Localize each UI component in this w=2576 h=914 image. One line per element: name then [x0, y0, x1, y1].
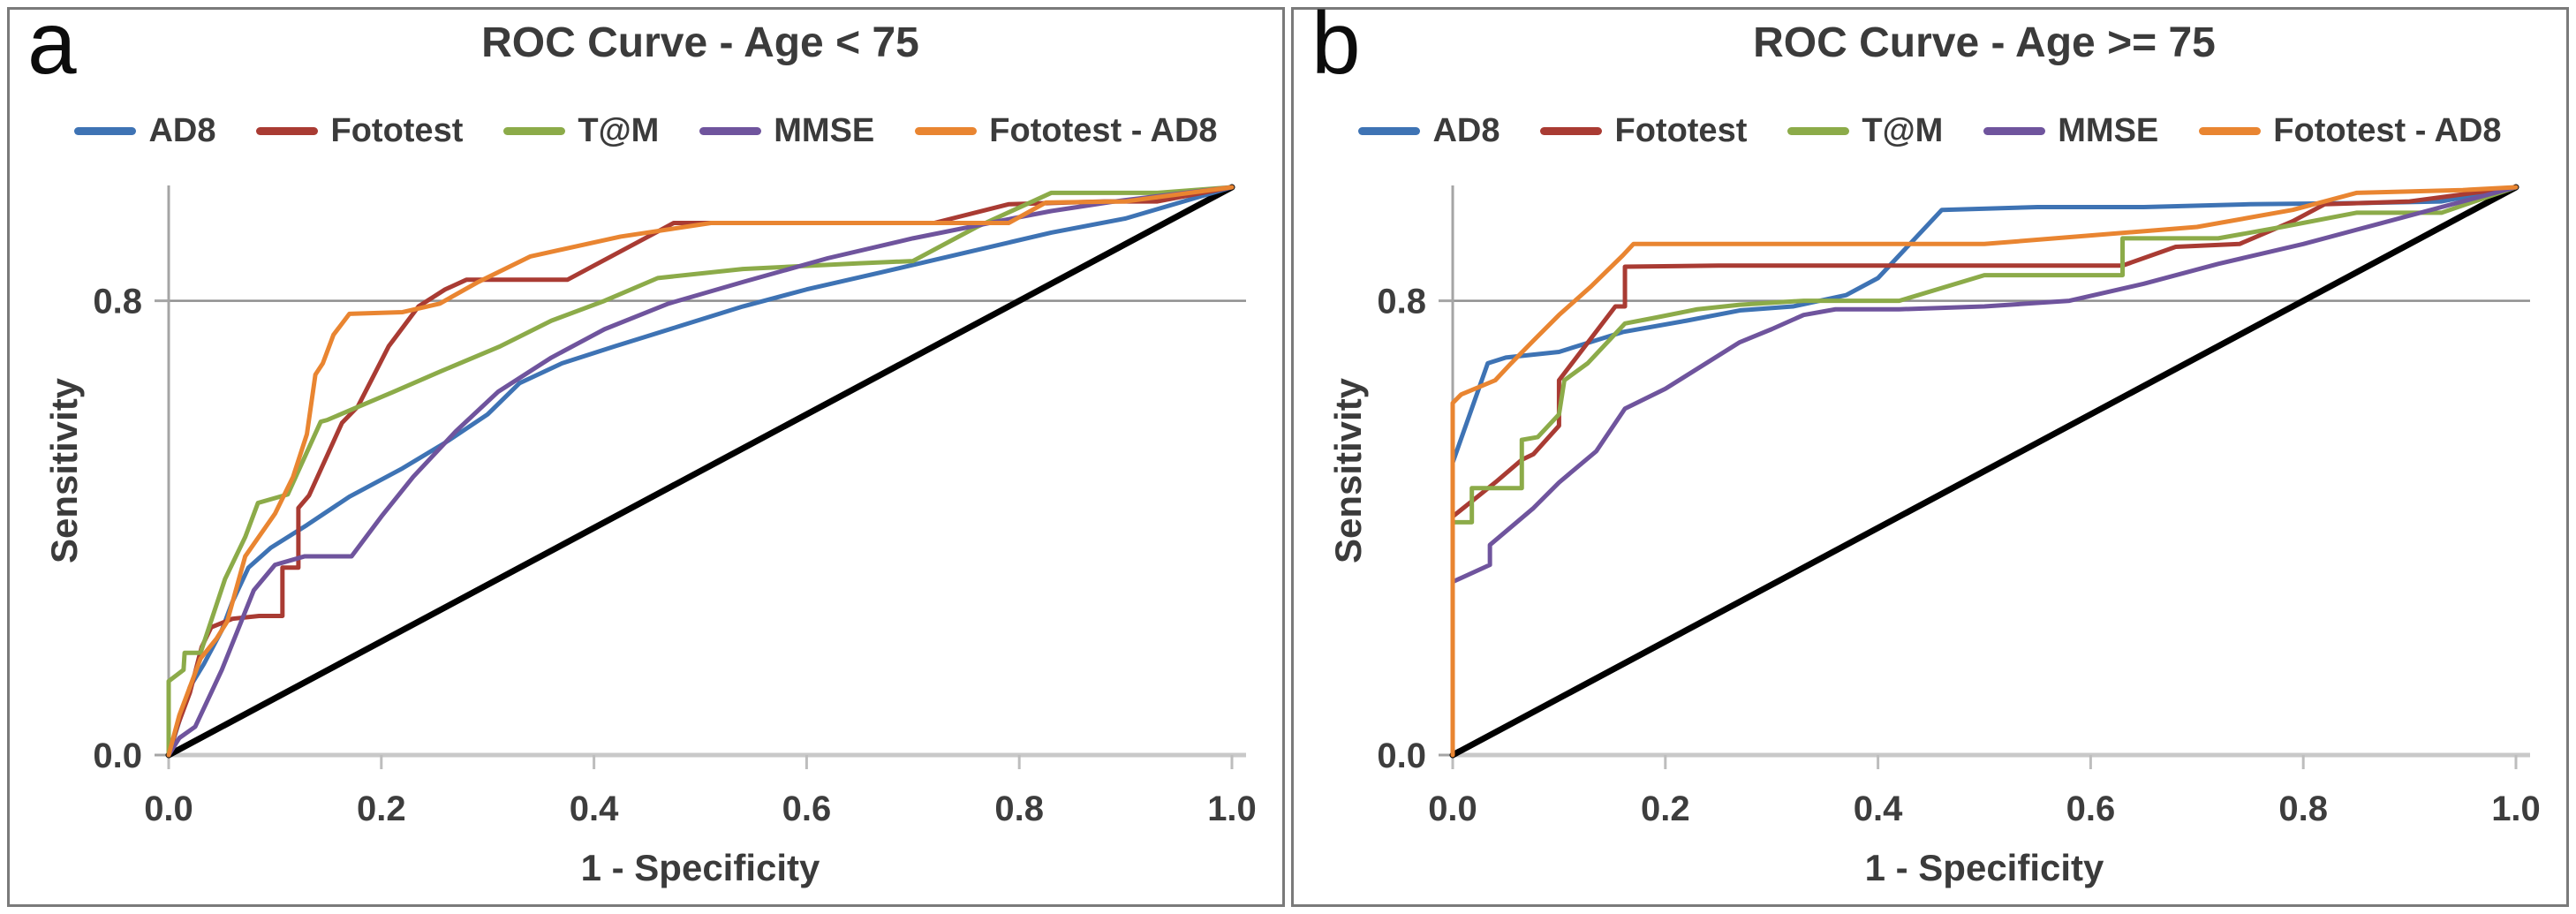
panel-a: a ROC Curve - Age < 75 AD8 Fototest T@M MMS…: [7, 0, 1285, 907]
series-reference-diagonal: [1449, 184, 2519, 759]
legend-label: AD8: [1432, 112, 1500, 149]
legend-item-t@m: T@M: [503, 112, 659, 150]
series-t@m: [1450, 185, 2519, 525]
y-tick-label: 0.0: [93, 736, 142, 775]
x-axis-title: 1 - Specificity: [1864, 847, 2104, 888]
legend-label: Fototest - AD8: [989, 112, 1218, 149]
legend-item-fototest-ad8: Fototest - AD8: [915, 112, 1218, 150]
legend-marker-ad8: [74, 127, 137, 135]
x-tick-label: 0.8: [994, 789, 1044, 828]
y-tick-label: 0.8: [93, 283, 142, 321]
panel-b: b ROC Curve - Age >= 75 AD8 Fototest T@M MM…: [1291, 0, 2569, 907]
legend-item-fototest-ad8: Fototest - AD8: [2199, 112, 2502, 150]
legend-marker-mmse: [1983, 127, 2046, 135]
roc-plot: 0.0 0.2 0.4 0.6 0.8 1.0 0.0 0.8: [1377, 184, 2541, 828]
x-tick-label: 0.2: [1641, 789, 1690, 828]
panel-letter-a: a: [27, 0, 77, 93]
legend-label: MMSE: [774, 112, 875, 149]
y-tick-label: 0.0: [1377, 736, 1426, 775]
series-ad8: [1450, 185, 2519, 465]
series-fototest: [1450, 185, 2519, 519]
x-tick-label: 0.0: [1428, 789, 1477, 828]
legend-label: MMSE: [2058, 112, 2159, 149]
x-tick-label: 0.4: [570, 789, 619, 828]
legend-marker-t@m: [503, 127, 566, 135]
legend-item-fototest: Fototest: [1540, 112, 1747, 150]
series-mmse: [166, 185, 1235, 758]
x-tick-label: 0.0: [144, 789, 193, 828]
series-fototest-ad8: [166, 185, 1235, 758]
legend: AD8 Fototest T@M MMSE Fototest - AD8: [1294, 112, 2566, 150]
panel-letter-b: b: [1311, 0, 1361, 93]
legend-item-mmse: MMSE: [699, 112, 874, 150]
series-fototest-ad8: [1450, 185, 2519, 758]
legend-item-t@m: T@M: [1787, 112, 1943, 150]
legend-item-ad8: AD8: [1358, 112, 1500, 150]
legend-item-ad8: AD8: [74, 112, 215, 150]
x-tick-label: 1.0: [2491, 789, 2541, 828]
series-reference-diagonal: [165, 184, 1235, 759]
chart-title: ROC Curve - Age >= 75: [1753, 19, 2216, 66]
legend-marker-fototest-ad8: [915, 127, 978, 135]
legend-label: Fototest - AD8: [2273, 112, 2502, 149]
y-tick-label: 0.8: [1377, 283, 1426, 321]
chart-title: ROC Curve - Age < 75: [481, 19, 919, 66]
legend-marker-mmse: [699, 127, 762, 135]
legend-label: T@M: [578, 112, 660, 149]
legend: AD8 Fototest T@M MMSE Fototest - AD8: [10, 112, 1282, 150]
legend-marker-fototest: [256, 127, 319, 135]
legend-marker-fototest-ad8: [2199, 127, 2262, 135]
series-t@m: [166, 185, 1235, 758]
x-tick-label: 0.6: [2066, 789, 2116, 828]
legend-item-fototest: Fototest: [256, 112, 463, 150]
x-tick-label: 0.2: [357, 789, 406, 828]
x-tick-label: 0.8: [2278, 789, 2328, 828]
series-mmse: [1450, 185, 2519, 585]
legend-label: Fototest: [1614, 112, 1748, 149]
roc-plot: 0.0 0.2 0.4 0.6 0.8 1.0 0.0 0.8: [93, 184, 1257, 828]
legend-label: Fototest: [330, 112, 464, 149]
legend-item-mmse: MMSE: [1983, 112, 2158, 150]
legend-marker-t@m: [1787, 127, 1850, 135]
x-tick-label: 0.6: [782, 789, 832, 828]
x-tick-label: 0.4: [1854, 789, 1903, 828]
x-axis-title: 1 - Specificity: [580, 847, 820, 888]
x-tick-label: 1.0: [1207, 789, 1257, 828]
legend-label: AD8: [148, 112, 216, 149]
legend-marker-fototest: [1540, 127, 1603, 135]
legend-label: T@M: [1862, 112, 1944, 149]
legend-marker-ad8: [1358, 127, 1421, 135]
